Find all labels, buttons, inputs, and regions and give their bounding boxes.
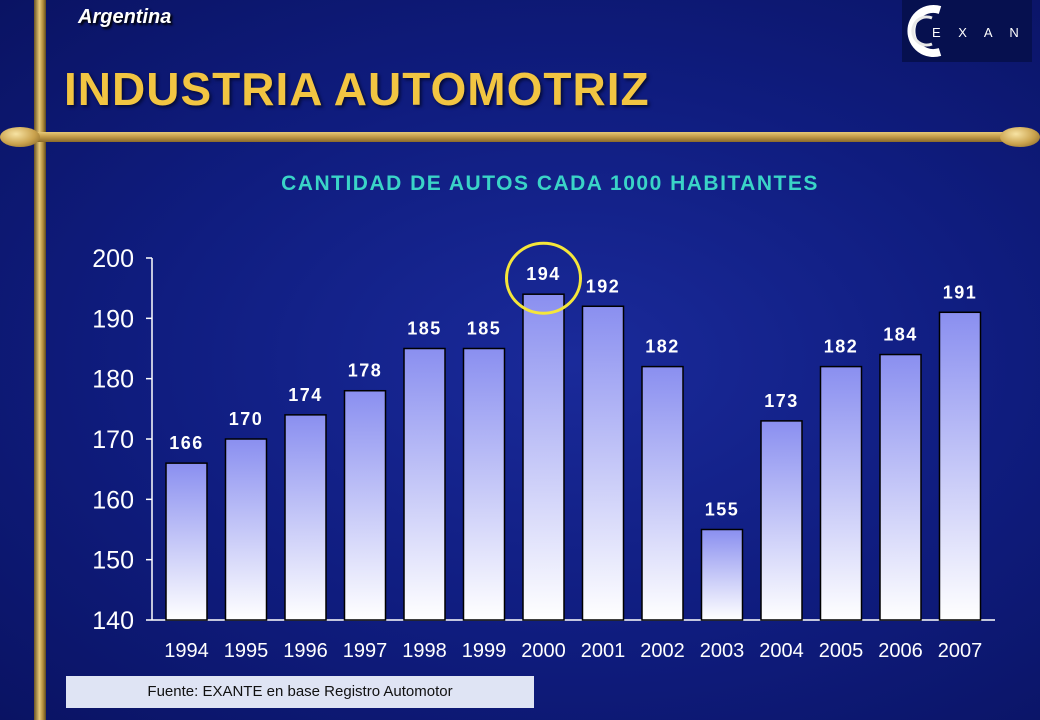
bar-2000 bbox=[522, 293, 565, 621]
data-label: 192 bbox=[586, 276, 621, 296]
y-tick-label: 150 bbox=[92, 547, 134, 575]
y-tick-label: 180 bbox=[92, 366, 134, 394]
data-label: 170 bbox=[229, 409, 264, 429]
x-tick-label: 2004 bbox=[759, 640, 804, 662]
bar-1999 bbox=[462, 347, 506, 621]
page-title: INDUSTRIA AUTOMOTRIZ bbox=[64, 63, 650, 115]
bar-1995 bbox=[224, 438, 268, 621]
bar-2001 bbox=[581, 305, 625, 621]
bar-2002 bbox=[641, 365, 684, 621]
x-tick-label: 2002 bbox=[640, 640, 685, 662]
highlight-circle bbox=[505, 241, 582, 315]
data-label: 185 bbox=[407, 319, 442, 339]
data-label: 173 bbox=[764, 391, 799, 411]
chart-title: CANTIDAD DE AUTOS CADA 1000 HABITANTES bbox=[281, 172, 819, 195]
bar-2004 bbox=[760, 420, 803, 621]
y-tick-label: 200 bbox=[92, 245, 134, 273]
x-tick-label: 1996 bbox=[283, 640, 328, 662]
svg-text:E X A N T E: E X A N T E bbox=[932, 25, 1032, 40]
bar-2007 bbox=[938, 311, 982, 621]
data-label: 166 bbox=[169, 433, 204, 453]
data-label: 185 bbox=[467, 319, 502, 339]
x-tick-label: 2000 bbox=[521, 640, 566, 662]
data-label: 155 bbox=[705, 500, 740, 520]
y-tick-label: 170 bbox=[92, 426, 134, 454]
x-tick-label: 1998 bbox=[402, 640, 447, 662]
data-label: 184 bbox=[883, 325, 918, 345]
y-tick-label: 140 bbox=[92, 607, 134, 635]
x-tick-label: 1997 bbox=[343, 640, 388, 662]
y-tick-label: 190 bbox=[92, 305, 134, 333]
x-tick-label: 2006 bbox=[878, 640, 923, 662]
data-label: 191 bbox=[943, 282, 978, 302]
decorative-gold-bar-vertical bbox=[34, 0, 46, 720]
country-label: Argentina bbox=[78, 6, 172, 28]
y-tick-label: 160 bbox=[92, 486, 134, 514]
exante-logo: E X A N T E bbox=[902, 0, 1040, 62]
data-label: 182 bbox=[824, 337, 859, 357]
x-tick-label: 2003 bbox=[700, 640, 745, 662]
x-tick-label: 1999 bbox=[462, 640, 507, 662]
x-tick-label: 2007 bbox=[938, 640, 983, 662]
bar-2005 bbox=[819, 365, 863, 621]
bar-1996 bbox=[284, 414, 327, 621]
bar-2003 bbox=[700, 528, 744, 621]
x-tick-label: 2005 bbox=[819, 640, 864, 662]
data-label: 194 bbox=[526, 264, 561, 284]
bar-1997 bbox=[343, 389, 387, 621]
source-note: Fuente: EXANTE en base Registro Automoto… bbox=[66, 676, 534, 708]
data-label: 182 bbox=[645, 337, 680, 357]
decorative-gold-bar-horizontal bbox=[0, 127, 1040, 147]
x-tick-label: 2001 bbox=[581, 640, 626, 662]
bar-2006 bbox=[879, 353, 922, 621]
x-tick-label: 1994 bbox=[164, 640, 209, 662]
bar-1998 bbox=[403, 347, 446, 621]
data-label: 178 bbox=[348, 361, 383, 381]
bar-1994 bbox=[165, 462, 208, 621]
data-label: 174 bbox=[288, 385, 323, 405]
x-tick-label: 1995 bbox=[224, 640, 269, 662]
